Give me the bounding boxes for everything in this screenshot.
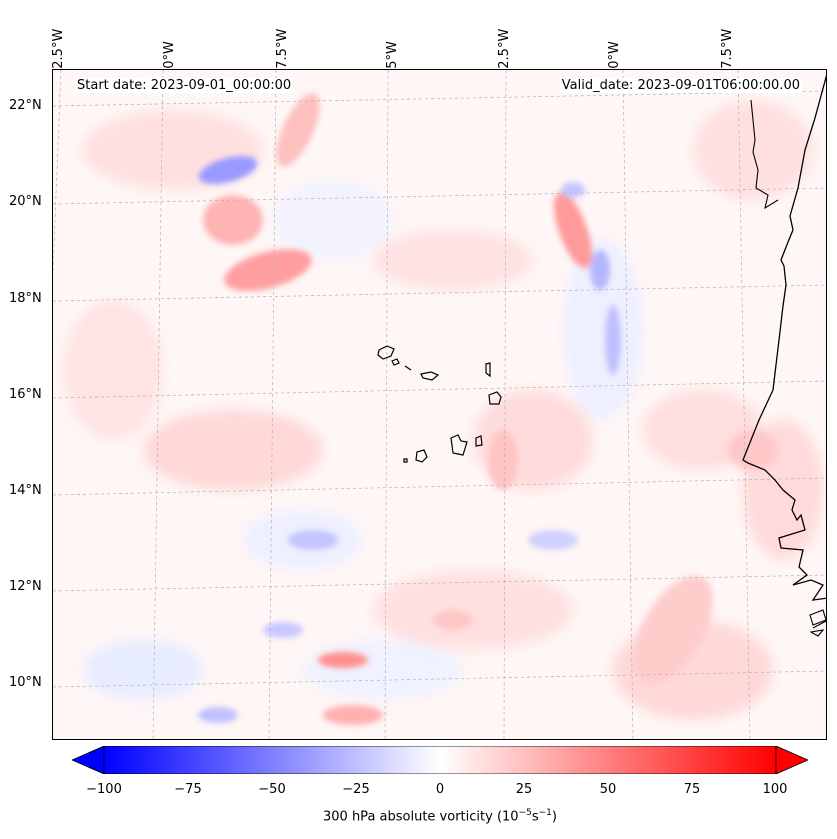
colorbar-max-arrow — [775, 746, 808, 774]
colorbar-tick-label: 100 — [762, 782, 788, 797]
vorticity-field — [53, 70, 826, 739]
lat-label-18n: 18°N — [9, 291, 42, 306]
vorticity-features — [198, 93, 778, 725]
colorbar-tick-label: 0 — [435, 782, 445, 797]
coastline-north — [750, 99, 779, 210]
colorbar-min-arrow — [72, 746, 105, 774]
lat-label-20n: 20°N — [9, 194, 42, 209]
lat-label-16n: 16°N — [9, 387, 42, 402]
lat-label-14n: 14°N — [9, 483, 42, 498]
colorbar-tick-label: −75 — [174, 782, 202, 797]
cape-verde-islands — [377, 345, 502, 463]
colorbar-tick-label: −25 — [342, 782, 370, 797]
colorbar-tick-label: −50 — [258, 782, 286, 797]
graticule — [53, 70, 826, 739]
colorbar-tick-label: 25 — [515, 782, 533, 797]
colorbar-tick-label: 50 — [599, 782, 617, 797]
coastline-africa — [742, 74, 826, 601]
colorbar — [72, 746, 808, 774]
lat-label-22n: 22°N — [9, 98, 42, 113]
colorbar-label: 300 hPa absolute vorticity (10−5s−1) — [323, 808, 557, 825]
colorbar-tick-label: 75 — [683, 782, 701, 797]
lat-label-12n: 12°N — [9, 579, 42, 594]
valid-date-label: Valid_date: 2023-09-01T06:00:00.00 — [559, 78, 802, 93]
coastline-africa-islets — [809, 609, 826, 637]
colorbar-gradient — [103, 746, 777, 774]
lat-label-10n: 10°N — [9, 675, 42, 690]
map-panel[interactable]: Start date: 2023-09-01_00:00:00 Valid_da… — [52, 69, 827, 740]
colorbar-tick-label: −100 — [86, 782, 122, 797]
start-date-label: Start date: 2023-09-01_00:00:00 — [75, 78, 294, 93]
